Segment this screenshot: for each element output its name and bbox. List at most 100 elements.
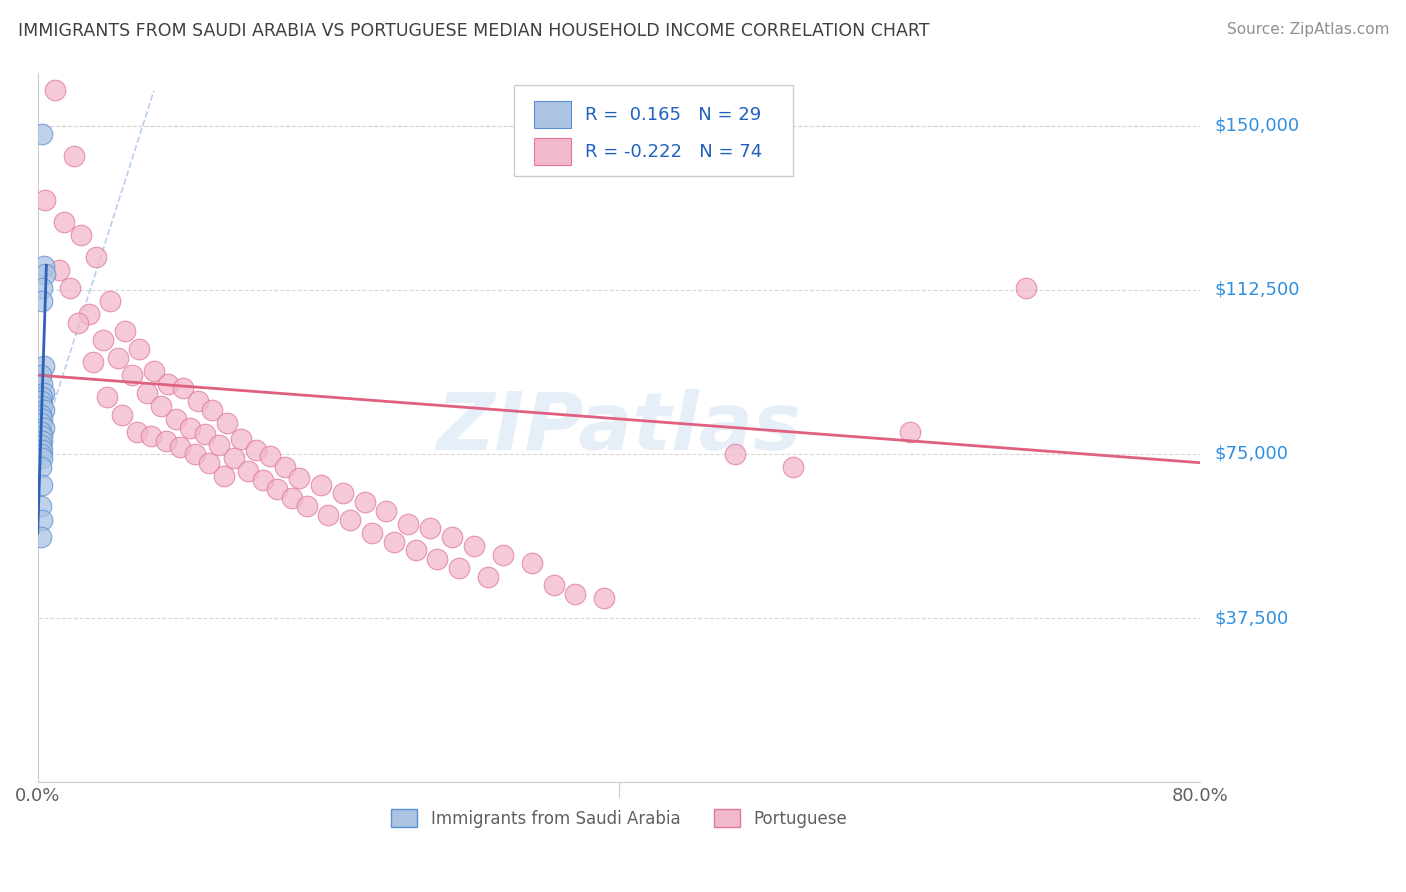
Point <box>477 569 499 583</box>
Point <box>32 259 55 273</box>
Point <box>30 368 52 383</box>
Point <box>30 394 52 409</box>
Point <box>426 552 449 566</box>
Point <box>30 460 52 475</box>
Point <box>295 500 318 514</box>
Point <box>252 473 274 487</box>
Point <box>77 307 100 321</box>
Point <box>169 441 191 455</box>
Point <box>405 543 427 558</box>
Point <box>98 293 121 308</box>
Point <box>31 399 53 413</box>
Point <box>111 408 134 422</box>
Point <box>353 495 375 509</box>
Point <box>121 368 143 383</box>
Text: ZIPatlas: ZIPatlas <box>436 389 801 467</box>
Point <box>91 333 114 347</box>
Point <box>82 355 104 369</box>
Point <box>31 429 53 443</box>
Point <box>449 561 471 575</box>
Point <box>63 149 86 163</box>
Point <box>212 468 235 483</box>
Point <box>201 403 224 417</box>
Point <box>266 482 288 496</box>
Point <box>382 534 405 549</box>
Point <box>31 434 53 448</box>
Point <box>31 451 53 466</box>
Point <box>782 460 804 475</box>
Text: $75,000: $75,000 <box>1215 445 1288 463</box>
Point <box>396 516 419 531</box>
Point <box>44 83 66 97</box>
Point <box>128 342 150 356</box>
Point <box>32 385 55 400</box>
Point <box>165 412 187 426</box>
Point <box>32 403 55 417</box>
Point <box>309 477 332 491</box>
Point <box>183 447 205 461</box>
Point <box>67 316 90 330</box>
Point <box>543 578 565 592</box>
Point <box>30 425 52 439</box>
Point <box>139 429 162 443</box>
Point <box>274 460 297 475</box>
Point <box>198 456 221 470</box>
FancyBboxPatch shape <box>534 102 571 128</box>
Text: R = -0.222   N = 74: R = -0.222 N = 74 <box>585 143 762 161</box>
Point <box>339 513 361 527</box>
Point <box>898 425 921 439</box>
Point <box>31 412 53 426</box>
Point <box>96 390 118 404</box>
Point <box>31 477 53 491</box>
Point <box>288 471 311 485</box>
Point <box>259 449 281 463</box>
Point <box>34 193 56 207</box>
Point <box>135 385 157 400</box>
Point <box>48 263 70 277</box>
Point <box>318 508 340 523</box>
Point <box>520 557 543 571</box>
Point <box>375 504 398 518</box>
Point <box>30 408 52 422</box>
Point <box>52 215 75 229</box>
Point <box>59 280 82 294</box>
Point <box>34 268 56 282</box>
Point <box>222 451 245 466</box>
Text: $112,500: $112,500 <box>1215 281 1299 299</box>
Point <box>172 381 194 395</box>
Point <box>114 324 136 338</box>
Point <box>31 390 53 404</box>
Point <box>208 438 231 452</box>
Point <box>157 376 180 391</box>
Point <box>30 438 52 452</box>
Point <box>463 539 485 553</box>
Text: $37,500: $37,500 <box>1215 609 1288 627</box>
Text: $150,000: $150,000 <box>1215 117 1299 135</box>
Point <box>30 447 52 461</box>
Text: Source: ZipAtlas.com: Source: ZipAtlas.com <box>1226 22 1389 37</box>
Point <box>492 548 515 562</box>
Point <box>31 376 53 391</box>
Point <box>32 420 55 434</box>
Point <box>332 486 354 500</box>
Point <box>1015 280 1038 294</box>
Point <box>186 394 208 409</box>
Point <box>142 364 165 378</box>
Point <box>30 500 52 514</box>
Point <box>281 491 304 505</box>
Point <box>245 442 267 457</box>
Point <box>150 399 173 413</box>
Point <box>440 530 463 544</box>
Point <box>215 417 238 431</box>
Point <box>125 425 148 439</box>
Point <box>31 513 53 527</box>
Point <box>194 427 217 442</box>
Legend: Immigrants from Saudi Arabia, Portuguese: Immigrants from Saudi Arabia, Portuguese <box>384 803 853 834</box>
Point <box>31 293 53 308</box>
FancyBboxPatch shape <box>534 138 571 165</box>
Point <box>231 432 253 446</box>
Point <box>593 591 616 606</box>
Point <box>238 465 260 479</box>
Text: IMMIGRANTS FROM SAUDI ARABIA VS PORTUGUESE MEDIAN HOUSEHOLD INCOME CORRELATION C: IMMIGRANTS FROM SAUDI ARABIA VS PORTUGUE… <box>18 22 929 40</box>
Point <box>30 417 52 431</box>
